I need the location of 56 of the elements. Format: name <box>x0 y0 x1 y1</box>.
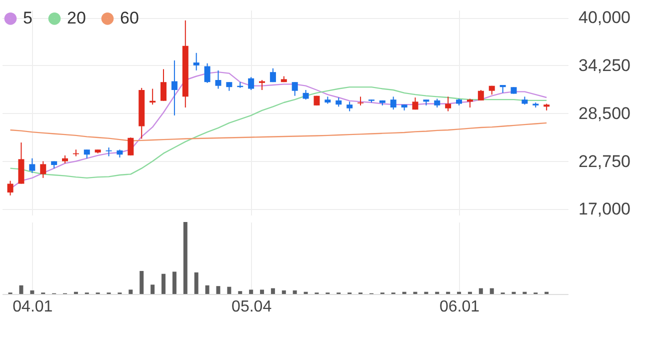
candlestick <box>445 96 452 112</box>
bar <box>216 286 220 294</box>
bar <box>172 272 176 294</box>
y-tick-label: 34,250 <box>578 56 630 75</box>
bar <box>19 285 24 294</box>
candlestick <box>336 97 342 108</box>
candlestick <box>390 96 396 110</box>
bar <box>270 288 275 294</box>
candlestick <box>358 96 364 106</box>
bar <box>227 286 232 294</box>
candlestick <box>160 68 167 102</box>
candlestick <box>478 90 484 101</box>
bar <box>140 270 144 294</box>
candlestick <box>248 76 254 90</box>
legend-label: 60 <box>120 8 139 28</box>
candlestick <box>193 52 200 71</box>
bar <box>183 222 188 294</box>
y-tick-label: 28,500 <box>578 104 630 123</box>
y-tick-label: 40,000 <box>578 8 630 27</box>
candlestick <box>171 60 178 116</box>
x-tick-label: 04.01 <box>12 298 53 316</box>
bar <box>162 274 166 294</box>
bar <box>128 290 133 294</box>
candlestick <box>412 97 418 110</box>
candlestick <box>128 137 134 156</box>
y-tick-label: 22,750 <box>578 152 630 171</box>
bar <box>478 288 483 294</box>
legend-label: 5 <box>23 8 32 28</box>
candlestick <box>215 70 222 90</box>
candlestick <box>270 68 276 83</box>
line-series <box>10 122 548 142</box>
candlestick <box>40 160 46 178</box>
bar <box>150 284 155 294</box>
bar <box>260 290 264 294</box>
x-tick-label: 05.04 <box>232 298 272 316</box>
bar <box>292 290 297 294</box>
candlestick <box>259 80 266 90</box>
candlestick <box>106 147 112 157</box>
x-tick-label: 06.01 <box>440 298 480 316</box>
line-series <box>10 86 548 179</box>
bar <box>282 290 286 294</box>
bar <box>238 291 242 294</box>
candlestick <box>302 90 309 100</box>
bar <box>30 290 34 294</box>
bar <box>205 285 210 294</box>
y-tick-label: 17,000 <box>578 200 630 219</box>
bar <box>490 288 494 294</box>
candlestick <box>204 62 210 84</box>
candlestick <box>7 180 14 196</box>
bar <box>249 290 254 294</box>
candlestick <box>29 158 36 174</box>
bar <box>194 272 198 294</box>
candlestick <box>292 82 298 96</box>
candlestick <box>346 101 353 112</box>
legend-label: 20 <box>67 8 86 28</box>
candlestick <box>150 88 156 106</box>
